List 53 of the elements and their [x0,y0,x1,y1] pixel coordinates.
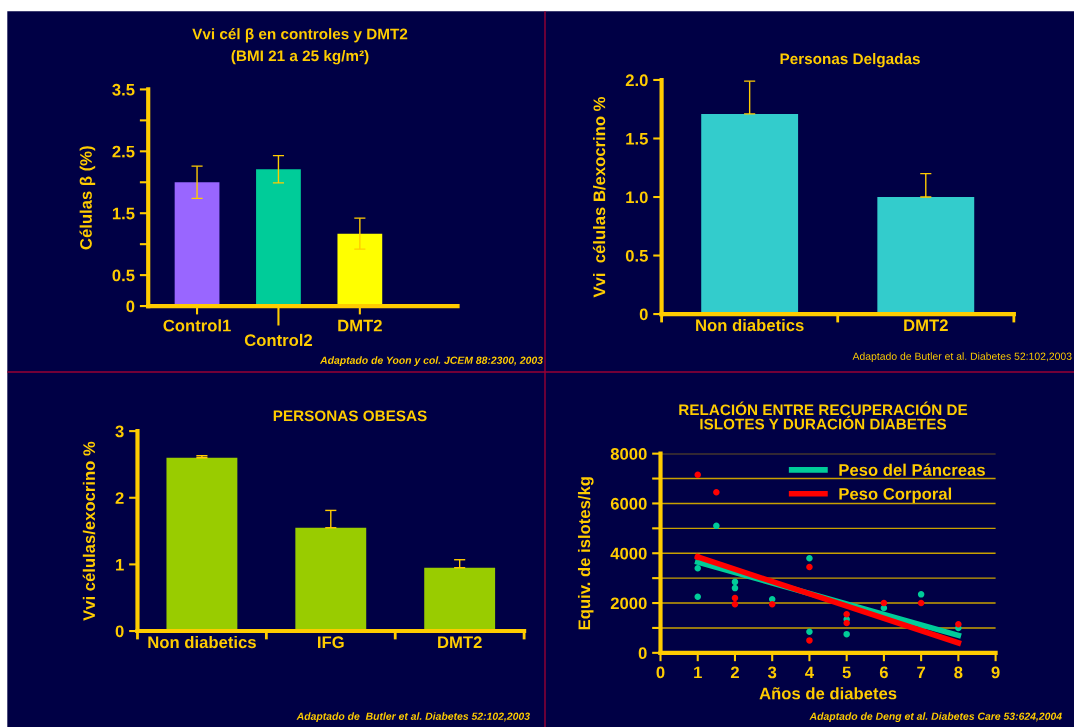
x-tick-label: 9 [991,666,1000,679]
y-tick-label: 8000 [610,448,647,460]
chart-title: RELACIÓN ENTRE RECUPERACIÓN DE ISLOTES Y DURACIÓN DIABETES [679,401,968,430]
y-tick-label: 4000 [610,547,647,560]
legend-label: Peso del Páncreas [839,463,985,476]
x-tick-label: DMT2 [904,319,948,331]
chart-title: PERSONAS OBESAS [273,410,427,422]
x-tick-label: 4 [805,666,814,679]
y-tick-label: 2000 [610,597,647,610]
y-tick-label: 3.5 [112,83,135,96]
x-tick-label: 8 [954,666,963,679]
text: Adaptado de Butler et al. Diabetes 52:102,2003 [852,352,1072,362]
x-tick-label: Non diabetics [696,318,804,332]
x-tick-label: DMT2 [438,636,482,648]
legend-label: Peso Corporal [839,487,952,504]
x-tick-label: 1 [694,666,702,679]
y-tick-label: 3 [115,425,124,438]
y-axis-title: Equiv. de islotes/kg [577,477,594,630]
chart-title: Personas Delgadas [780,53,920,68]
x-tick-label: IFG [318,636,344,649]
chart-subtitle: (BMI 21 a 25 kg/m²) [231,50,369,65]
y-axis-title: Vvi células/exocrino % [82,441,96,621]
x-tick-label: Non diabetics [148,635,256,649]
y-tick-label: 2.0 [625,74,648,87]
x-tick-label: Control1 [163,319,231,332]
x-axis-title: Años de diabetes [759,687,897,700]
x-tick-label: 0 [656,666,665,679]
y-tick-label: 0.5 [625,249,648,262]
x-tick-label: 7 [917,666,926,679]
y-tick-label: 1.5 [626,133,648,145]
y-tick-label: 1.0 [626,191,648,204]
y-tick-label: 0 [638,647,647,660]
y-tick-label: 0 [126,300,135,313]
y-tick-label: 0 [639,308,648,321]
x-tick-label: 2 [730,666,739,679]
x-tick-label: 3 [767,666,777,679]
x-tick-label: 6 [879,666,888,679]
y-tick-label: 1 [116,558,124,571]
x-tick-label: DMT2 [338,319,382,332]
y-tick-label: 1.5 [112,207,135,220]
text: Adaptado de Yoon y col. JCEM 88:2300, 2003 [319,356,543,366]
text: Adaptado de Butler et al. Diabetes 52:102,2003 [296,712,530,722]
y-tick-label: 0.5 [112,269,135,282]
y-tick-label: 0 [115,625,124,638]
y-tick-label: 6000 [610,497,647,510]
x-tick-label: 5 [842,666,851,679]
x-tick-label: Control2 [244,333,313,347]
text: Adaptado de Deng et al. Diabetes Care 53:624,2004 [809,712,1062,722]
y-axis-title: Células β (%) [79,146,96,250]
chart-title: Vvi cél β en controles y DMT2 [192,28,408,43]
y-tick-label: 2 [115,492,124,504]
y-axis-title: Vvi células B/exocrino % [592,96,606,298]
y-tick-label: 2.5 [112,145,135,158]
